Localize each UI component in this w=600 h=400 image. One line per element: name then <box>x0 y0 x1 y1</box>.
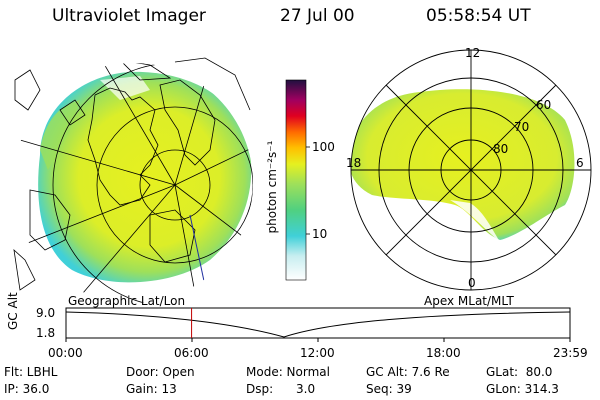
mlt-label-0: 0 <box>468 276 476 290</box>
info-glon: GLon: 314.3 <box>486 382 559 396</box>
mlat-label-60: 60 <box>536 98 552 112</box>
time-label: 05:58:54 UT <box>426 6 531 26</box>
mlt-label-6: 6 <box>576 156 584 170</box>
timeline-ytick-top: 9.0 <box>36 306 56 320</box>
colorbar-tick-10: 10 <box>312 227 328 241</box>
geographic-caption: Geographic Lat/Lon <box>68 294 186 308</box>
timeline-xtick-0000: 00:00 <box>48 346 83 360</box>
mlt-label-12: 12 <box>465 46 481 60</box>
info-seq: Seq: 39 <box>366 382 412 396</box>
colorbar-unit-label: photon cm⁻²s⁻¹ <box>265 140 279 234</box>
date-label: 27 Jul 00 <box>280 6 355 26</box>
colorbar <box>285 79 307 281</box>
colorbar-tick-100: 100 <box>312 140 335 154</box>
aurora-emission-mag <box>351 89 575 240</box>
info-gc-alt: GC Alt: 7.6 Re <box>366 365 450 379</box>
altitude-timeline <box>65 307 571 342</box>
timeline-xtick-1800: 18:00 <box>426 346 461 360</box>
mlat-label-70: 70 <box>514 120 530 134</box>
info-gain: Gain: 13 <box>126 382 177 396</box>
magnetic-polar-plot <box>350 49 592 291</box>
apex-caption: Apex MLat/MLT <box>424 294 514 308</box>
info-mode: Mode: Normal <box>246 365 330 379</box>
mlt-label-18: 18 <box>346 156 362 170</box>
instrument-title: Ultraviolet Imager <box>52 6 206 26</box>
info-dsp: Dsp: 3.0 <box>246 382 316 396</box>
info-ip: IP: 36.0 <box>4 382 50 396</box>
geographic-map <box>13 63 253 303</box>
timeline-ylabel: GC Alt <box>6 292 20 330</box>
altitude-curve <box>65 311 571 338</box>
timeline-ytick-bottom: 1.8 <box>36 326 56 340</box>
info-filter: Flt: LBHL <box>4 365 58 379</box>
info-glat: GLat: 80.0 <box>486 365 553 379</box>
timeline-xtick-1200: 12:00 <box>300 346 335 360</box>
mlat-label-80: 80 <box>493 142 509 156</box>
timeline-xtick-0600: 06:00 <box>174 346 209 360</box>
timeline-xtick-2359: 23:59 <box>553 346 588 360</box>
info-door: Door: Open <box>126 365 195 379</box>
